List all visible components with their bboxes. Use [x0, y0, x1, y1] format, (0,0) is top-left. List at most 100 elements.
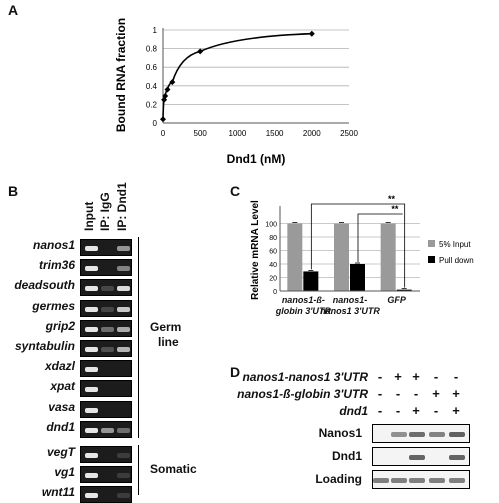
- bar: [334, 223, 349, 291]
- protein-band: [391, 431, 407, 437]
- condition-sign: +: [394, 369, 402, 384]
- gel-lane-row: [80, 420, 132, 438]
- gel-lane-row: [80, 400, 132, 418]
- y-tick-label: 80: [269, 235, 277, 242]
- x-tick-label: 500: [194, 129, 208, 138]
- binding-curve-line: [162, 32, 312, 120]
- condition-sign: +: [452, 403, 460, 418]
- blot-strip: [372, 470, 470, 489]
- gel-lane-row: [80, 360, 132, 378]
- category-label: GFP: [387, 295, 406, 305]
- panel-label-d: D: [230, 364, 241, 380]
- protein-band: [429, 477, 445, 483]
- data-point: [162, 93, 169, 100]
- gene-label: vg1: [54, 465, 75, 480]
- significance-label: **: [391, 204, 399, 214]
- bar: [380, 223, 396, 291]
- gel-lane-row: [80, 486, 132, 503]
- condition-sign: +: [412, 369, 420, 384]
- pcr-band: [117, 286, 130, 292]
- pcr-band: [117, 493, 130, 499]
- y-tick-label: 0.6: [146, 63, 158, 72]
- pcr-band: [85, 453, 98, 458]
- pcr-band: [101, 427, 114, 433]
- panel-label-c: C: [230, 183, 241, 199]
- pcr-band: [117, 246, 130, 251]
- data-point: [308, 30, 315, 37]
- germline-label-1: Germ: [150, 320, 182, 334]
- gel-lane-row: [80, 279, 132, 297]
- data-point: [160, 116, 166, 123]
- gene-label: deadsouth: [14, 278, 75, 293]
- y-tick-label: 0: [153, 119, 158, 128]
- condition-sign: -: [377, 403, 383, 418]
- pcr-band: [117, 473, 130, 479]
- condition-sign: -: [453, 369, 459, 384]
- gene-label: dnd1: [46, 419, 75, 434]
- pcr-band: [117, 347, 130, 352]
- gene-label: grip2: [45, 318, 75, 333]
- pcr-band: [85, 473, 98, 479]
- germline-label-2: line: [158, 335, 179, 349]
- x-tick-label: 0: [161, 129, 166, 138]
- legend-label: 5% Input: [439, 240, 471, 249]
- protein-band: [429, 431, 445, 437]
- condition-sign: +: [452, 386, 460, 401]
- y-tick-label: 40: [269, 262, 277, 269]
- gel-lane-row: [80, 259, 132, 277]
- pcr-band: [85, 266, 98, 272]
- blot-label: Nanos1: [318, 426, 362, 440]
- binding-curve-chart: 0 500 1000 1500 2000 2500 0 0.2 0.4 0.6 0.8 1 Dnd1…: [114, 18, 358, 166]
- pcr-band: [117, 306, 130, 312]
- gene-label: vasa: [48, 399, 75, 414]
- gene-label: germes: [32, 298, 75, 313]
- protein-band: [391, 477, 407, 483]
- y-tick-label: 0.8: [146, 45, 158, 54]
- y-tick-label: 60: [269, 249, 277, 256]
- significance-bracket: [310, 203, 406, 288]
- condition-label: nanos1-ß-globin 3'UTR: [237, 387, 368, 401]
- pcr-band: [85, 246, 98, 251]
- x-tick-label: 1000: [229, 129, 247, 138]
- panel-label-b: B: [8, 183, 19, 199]
- gene-label: wnt11: [41, 485, 75, 500]
- data-point: [164, 86, 171, 93]
- gene-label: trim36: [38, 258, 75, 273]
- condition-sign: -: [433, 403, 439, 418]
- pcr-band: [85, 493, 98, 499]
- pcr-band: [101, 326, 114, 332]
- gel-lane-row: [80, 446, 132, 463]
- protein-band: [449, 431, 465, 437]
- y-tick-label: 100: [265, 222, 277, 229]
- gel-lane-row: [80, 299, 132, 317]
- pcr-band: [101, 306, 114, 312]
- bar: [396, 289, 412, 291]
- bar: [287, 223, 303, 291]
- gene-label: syntabulin: [14, 339, 75, 353]
- pcr-band: [85, 286, 98, 292]
- condition-sign: -: [413, 386, 419, 401]
- pulldown-bar-chart: 0 20 40 60 80 100 **** 5% Input Pull down Rela…: [250, 194, 474, 300]
- bar: [303, 271, 319, 291]
- y-axis-label: Bound RNA fraction: [114, 18, 128, 132]
- gel-lane-row: [80, 380, 132, 398]
- blot-label: Dnd1: [332, 449, 362, 463]
- condition-sign: -: [395, 403, 401, 418]
- gene-label: vegT: [46, 445, 75, 459]
- condition-sign: -: [395, 386, 401, 401]
- somatic-label: Somatic: [150, 462, 197, 476]
- data-point: [197, 48, 204, 55]
- pcr-band: [117, 427, 130, 433]
- condition-sign: -: [377, 369, 383, 384]
- gene-label: nanos1: [32, 238, 75, 252]
- x-tick-label: 2500: [340, 129, 358, 138]
- gene-label: xpat: [50, 379, 75, 394]
- y-tick-label: 1: [153, 26, 158, 35]
- significance-label: **: [388, 194, 396, 204]
- pcr-band: [85, 326, 98, 332]
- y-axis-label: Relative mRNA Level: [250, 200, 261, 300]
- y-tick-label: 0.4: [146, 82, 158, 91]
- protein-band: [449, 477, 465, 483]
- gel-lane-row: [80, 239, 132, 256]
- protein-band: [409, 431, 425, 437]
